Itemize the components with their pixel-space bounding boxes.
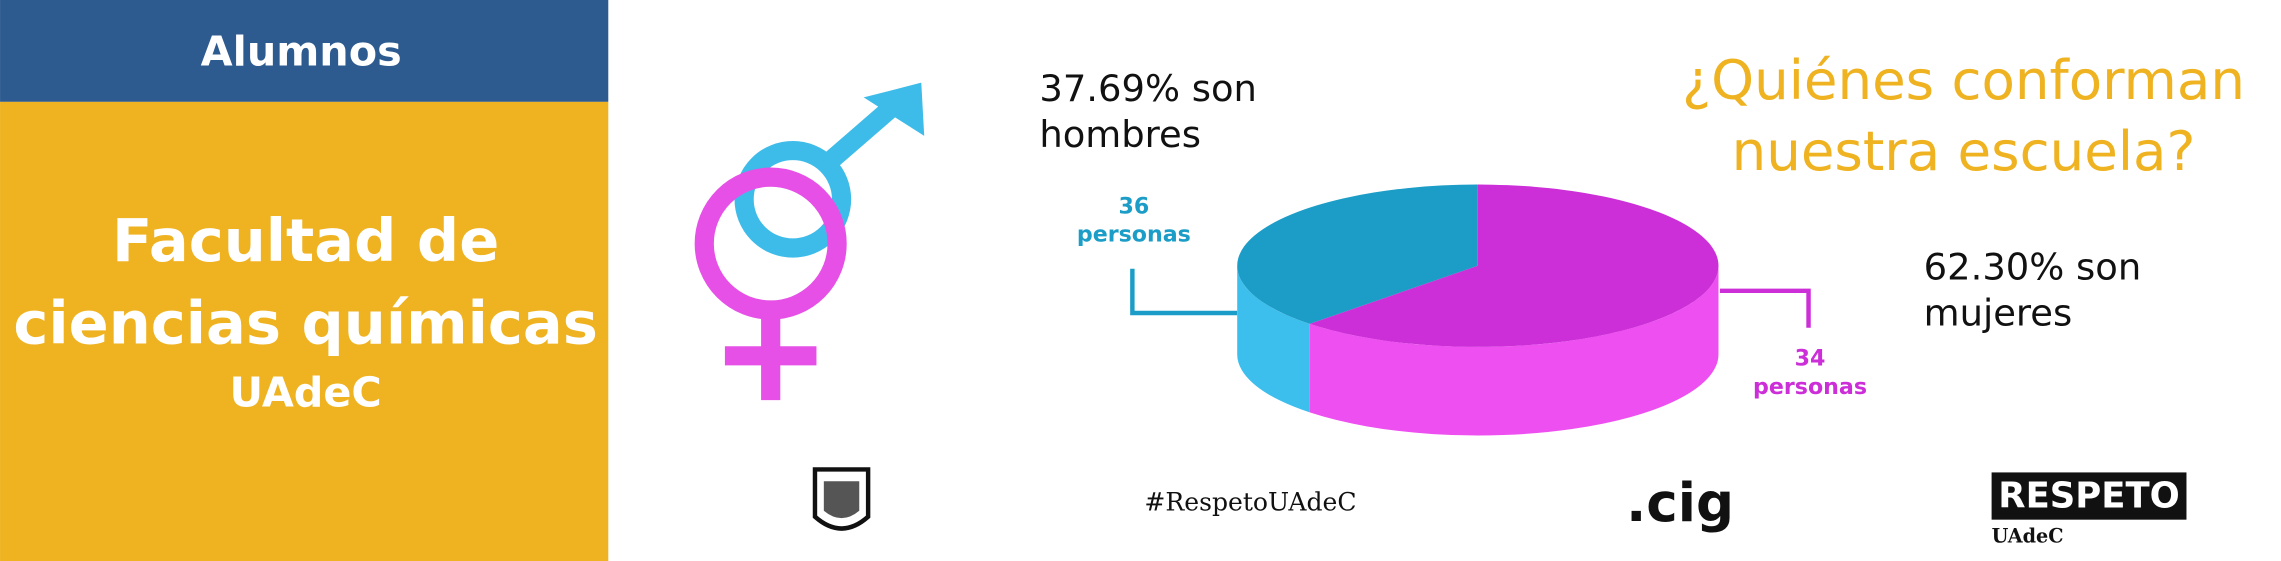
university-seal xyxy=(812,467,871,531)
pie-slice xyxy=(1237,184,1478,324)
hashtag: #RespetoUAdeC xyxy=(1144,487,1356,516)
men-count: 36 personas xyxy=(1077,193,1191,247)
sidebar-header: Alumnos xyxy=(201,28,402,76)
header-band xyxy=(0,0,609,102)
male-arrowhead xyxy=(863,82,925,136)
men-label: 37.69% son hombres xyxy=(1039,67,1257,156)
male-circle xyxy=(734,140,852,258)
respeto-box xyxy=(1991,472,2187,520)
cig-logo: .cig xyxy=(1626,472,1734,534)
gender-icon xyxy=(694,82,925,401)
women-count: 34 personas xyxy=(1753,345,1867,399)
sidebar-band xyxy=(0,101,609,561)
pie-side xyxy=(1309,265,1719,436)
leader-line xyxy=(1130,268,1238,316)
pie-slice xyxy=(1309,184,1719,347)
school-name: Facultad de ciencias químicas xyxy=(13,206,597,358)
pie-side xyxy=(1237,265,1310,413)
women-label: 62.30% son mujeres xyxy=(1924,245,2142,334)
pie xyxy=(1237,184,1719,436)
respeto-sub: UAdeC xyxy=(1992,524,2064,547)
respeto-logo: RESPETO xyxy=(1998,476,2179,517)
chart-title: ¿Quiénes conforman nuestra escuela? xyxy=(1682,48,2245,183)
male-arrow xyxy=(820,99,900,172)
leader-line xyxy=(1719,288,1811,328)
school-subtitle: UAdeC xyxy=(230,369,382,417)
